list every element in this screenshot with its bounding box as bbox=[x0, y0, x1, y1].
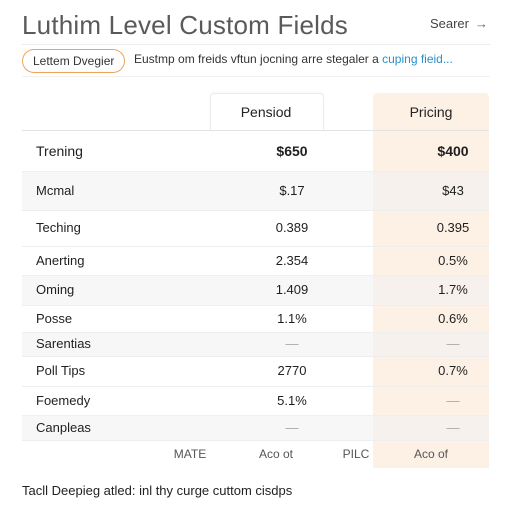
row-value-pricing: 0.395 bbox=[436, 220, 470, 235]
row-value-pricing: — bbox=[446, 420, 460, 435]
table-row[interactable]: Teching 0.389 0.395 bbox=[22, 210, 489, 247]
filter-pill[interactable]: Lettem Dvegier bbox=[22, 49, 126, 73]
table-row[interactable]: Foemedy 5.1% — bbox=[22, 386, 489, 416]
row-value-pricing: 0.6% bbox=[438, 311, 468, 326]
row-value-period: — bbox=[285, 336, 299, 351]
row-value-pricing: $43 bbox=[442, 183, 464, 198]
row-value-period: 1.1% bbox=[277, 311, 307, 326]
footer-cell-3: PILC bbox=[342, 447, 370, 461]
arrow-right-icon: → bbox=[475, 16, 488, 31]
row-label: Teching bbox=[36, 220, 81, 235]
subtitle-text: Eustmp om freids vftun jocning arre steg… bbox=[134, 52, 383, 66]
row-value-period: 1.409 bbox=[275, 282, 309, 297]
row-label: Canpleas bbox=[36, 420, 91, 435]
row-value-pricing: 0.7% bbox=[438, 363, 468, 378]
row-value-period: 5.1% bbox=[277, 393, 307, 408]
row-value-period: $650 bbox=[276, 143, 308, 159]
row-value-period: 2770 bbox=[277, 363, 307, 378]
column-header-pricing[interactable]: Pricing bbox=[409, 104, 453, 120]
filter-subtitle: Eustmp om freids vftun jocning arre steg… bbox=[134, 52, 453, 66]
row-label: Anerting bbox=[36, 253, 85, 268]
column-header-period[interactable]: Pensiod bbox=[240, 104, 292, 120]
row-value-pricing: 0.5% bbox=[438, 253, 468, 268]
row-value-period: $.17 bbox=[279, 183, 305, 198]
row-value-period: — bbox=[285, 420, 299, 435]
row-value-pricing: 1.7% bbox=[438, 282, 468, 297]
period-column-tab bbox=[210, 93, 324, 130]
table-row[interactable]: Poll Tips 2770 0.7% bbox=[22, 356, 489, 387]
custom-fields-link[interactable]: cuping fieid... bbox=[382, 52, 453, 66]
row-label: Mcmal bbox=[36, 183, 75, 198]
footer-cell-4[interactable]: Aco of bbox=[413, 447, 449, 461]
row-value-pricing: — bbox=[446, 393, 460, 408]
row-label: Foemedy bbox=[36, 393, 91, 408]
bottom-note: Tacll Deepieg atled: inl thy curge cutto… bbox=[22, 483, 293, 498]
row-label: Sarentias bbox=[36, 336, 91, 351]
table-row[interactable]: Canpleas — — bbox=[22, 415, 489, 441]
row-value-period: 2.354 bbox=[275, 253, 309, 268]
table-row[interactable]: Trening $650 $400 bbox=[22, 132, 489, 172]
search-label: Searer bbox=[429, 16, 469, 31]
row-value-pricing: — bbox=[446, 336, 460, 351]
row-value-period: 0.389 bbox=[275, 220, 309, 235]
table-row[interactable]: Anerting 2.354 0.5% bbox=[22, 246, 489, 276]
header-divider bbox=[22, 44, 490, 45]
footer-cell-1: MATE bbox=[173, 447, 207, 461]
row-value-pricing: $400 bbox=[437, 143, 469, 159]
row-label: Posse bbox=[36, 311, 73, 326]
pricing-table bbox=[22, 130, 489, 469]
table-row[interactable]: Oming 1.409 1.7% bbox=[22, 275, 489, 306]
table-row[interactable]: Mcmal $.17 $43 bbox=[22, 171, 489, 211]
page-title: Luthim Level Custom Fields bbox=[22, 10, 348, 40]
footer-cell-2[interactable]: Aco ot bbox=[258, 447, 294, 461]
subtitle-divider bbox=[22, 76, 490, 77]
table-row[interactable]: Sarentias — — bbox=[22, 332, 489, 357]
row-label: Poll Tips bbox=[36, 363, 86, 378]
row-label: Oming bbox=[36, 282, 75, 297]
row-label: Trening bbox=[36, 143, 83, 159]
search-link[interactable]: Searer → bbox=[430, 16, 488, 31]
table-row[interactable]: Posse 1.1% 0.6% bbox=[22, 305, 489, 333]
